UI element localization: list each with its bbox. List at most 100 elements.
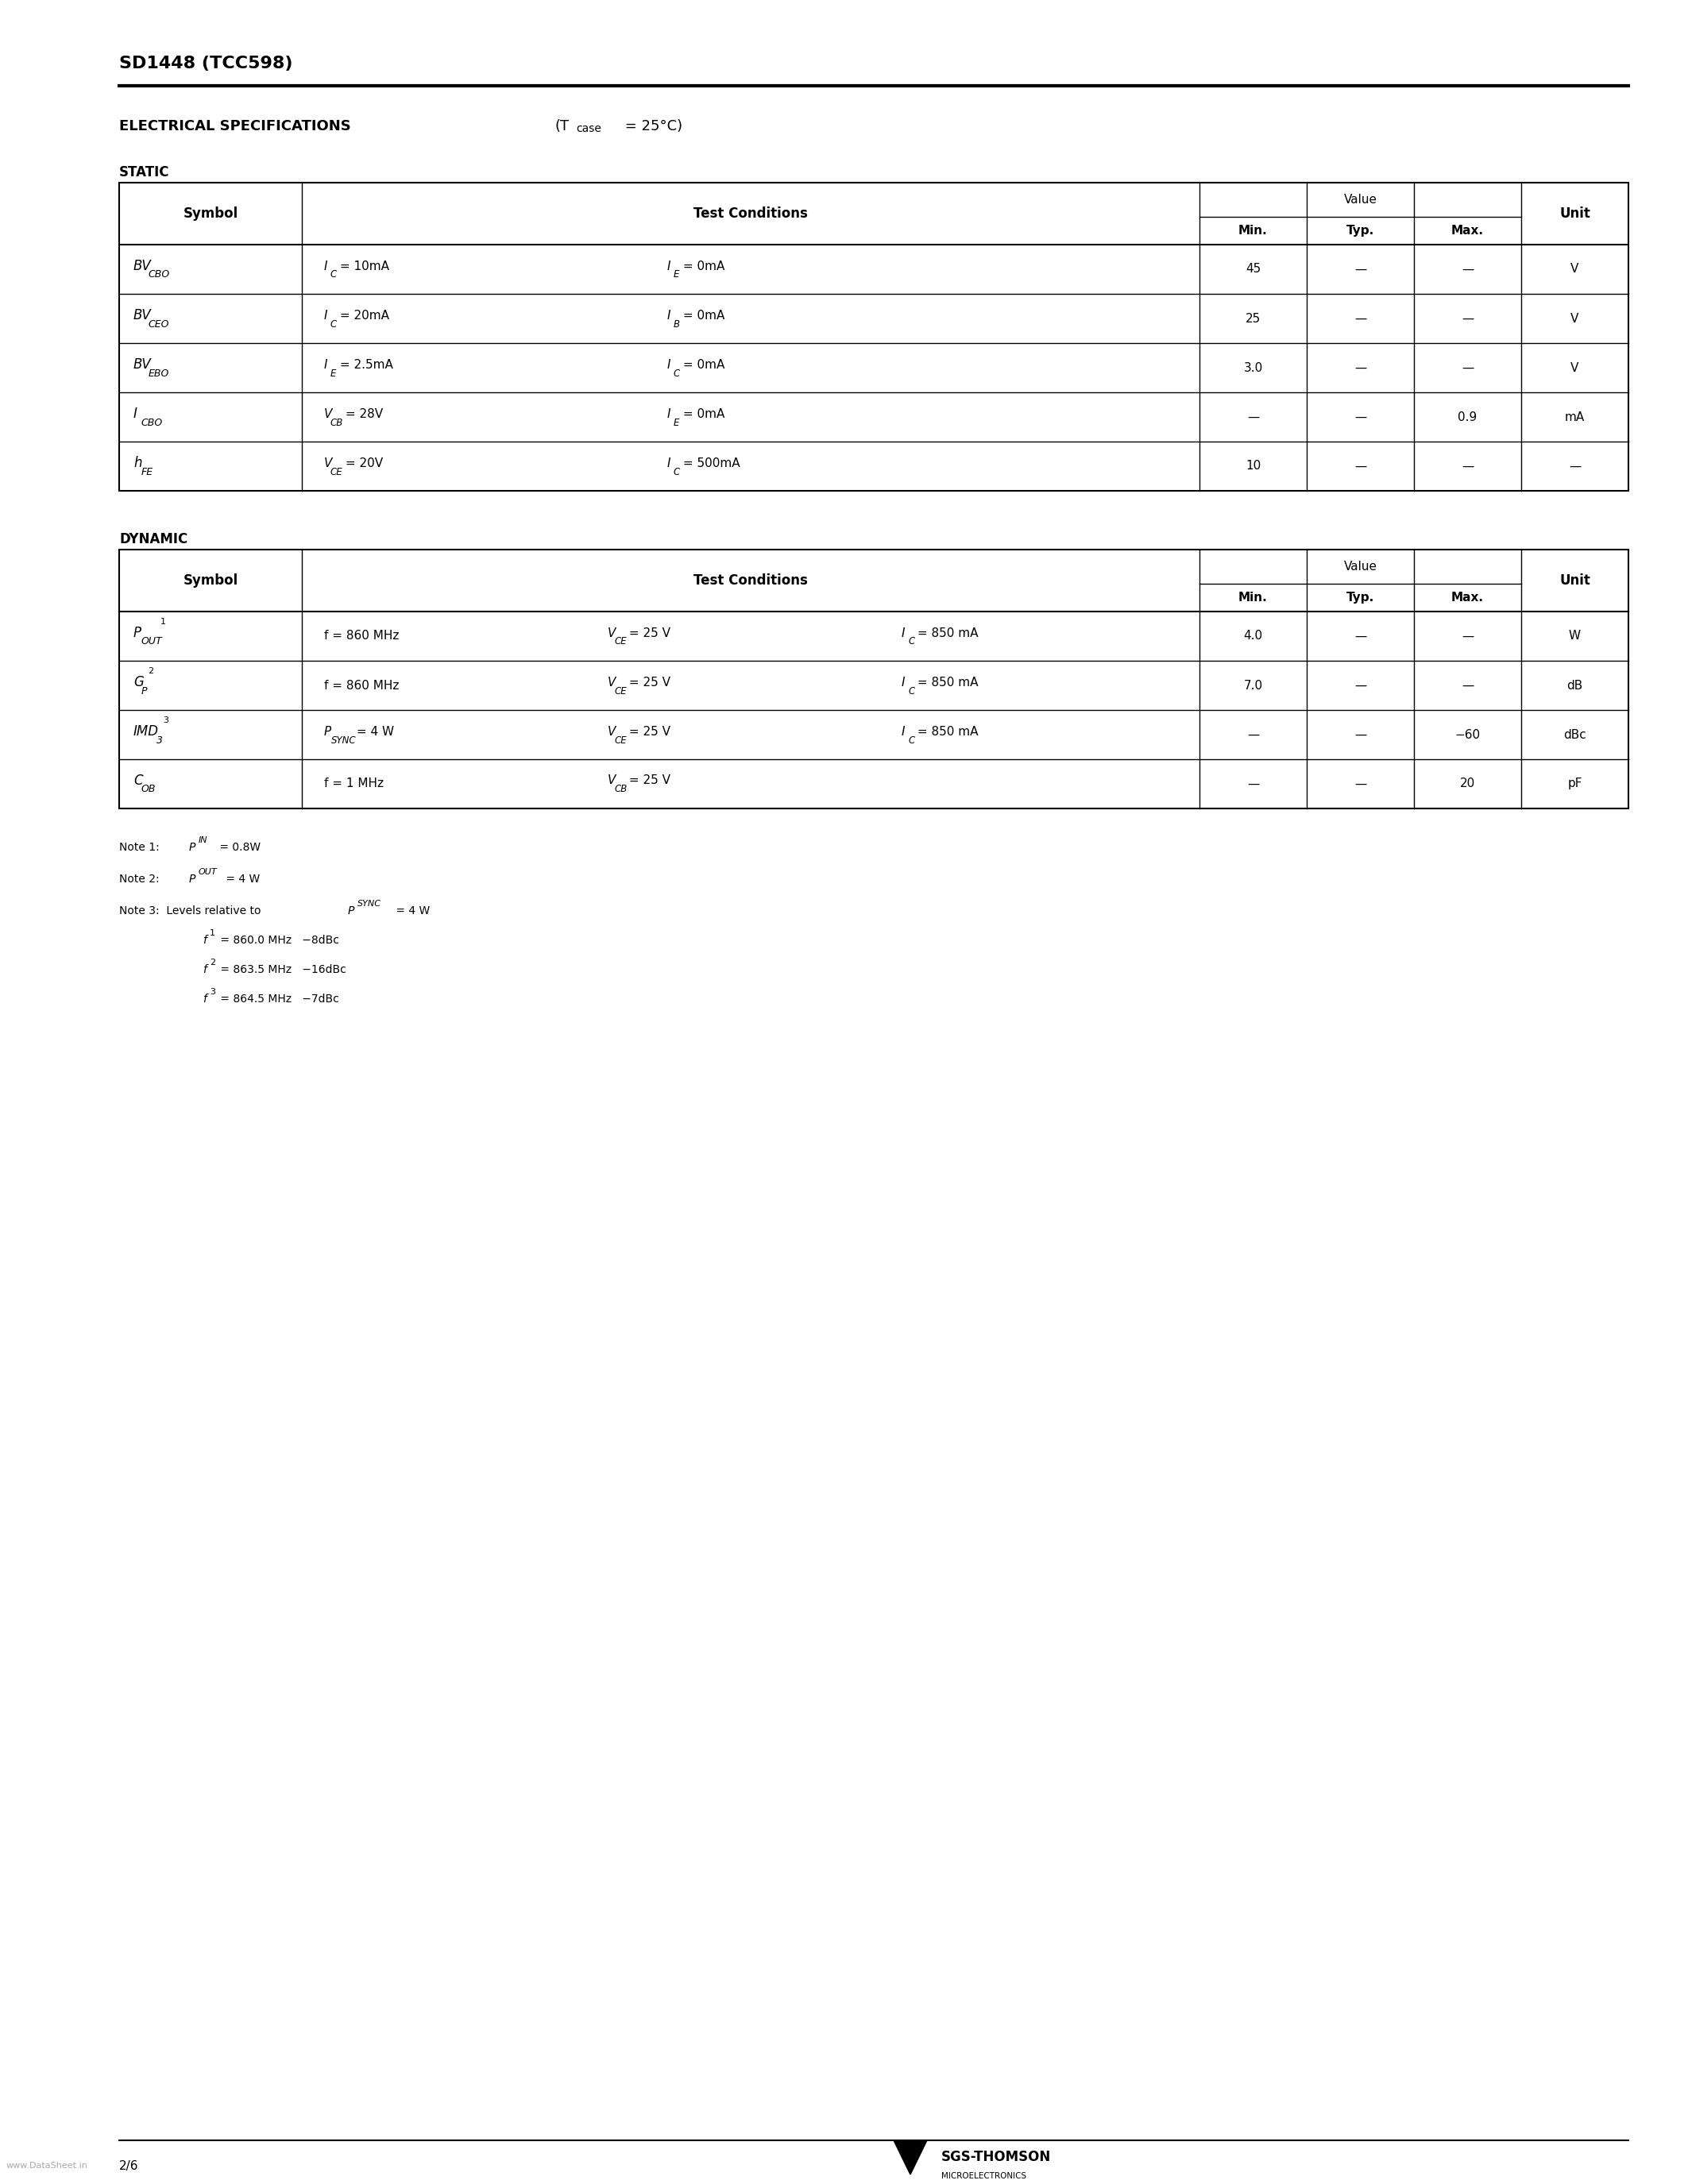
- Text: Value: Value: [1344, 194, 1377, 205]
- Text: = 850 mA: = 850 mA: [913, 627, 977, 640]
- Text: Unit: Unit: [1560, 574, 1590, 587]
- Text: EBO: EBO: [149, 369, 169, 378]
- Text: 25: 25: [1246, 312, 1261, 325]
- Text: 7.0: 7.0: [1244, 679, 1263, 692]
- Text: V: V: [1572, 264, 1578, 275]
- Text: 1: 1: [209, 928, 216, 937]
- Text: C: C: [908, 686, 915, 697]
- Text: I: I: [667, 260, 670, 273]
- Text: f: f: [203, 963, 206, 976]
- Text: www.DataSheet.in: www.DataSheet.in: [7, 2162, 88, 2169]
- Text: V: V: [608, 775, 616, 786]
- Text: −60: −60: [1455, 729, 1480, 740]
- Text: V: V: [324, 456, 333, 470]
- Text: 0.9: 0.9: [1458, 411, 1477, 424]
- Text: f: f: [203, 994, 206, 1005]
- Text: I: I: [667, 358, 670, 371]
- Text: case: case: [576, 122, 601, 133]
- Text: f = 860 MHz: f = 860 MHz: [324, 679, 398, 692]
- Text: = 850 mA: = 850 mA: [913, 725, 977, 738]
- Text: I: I: [324, 358, 327, 371]
- Text: = 4 W: = 4 W: [223, 874, 260, 885]
- Text: —: —: [1462, 631, 1474, 642]
- Text: dB: dB: [1566, 679, 1583, 692]
- Text: E: E: [674, 417, 680, 428]
- Text: 4.0: 4.0: [1244, 631, 1263, 642]
- Text: CB: CB: [331, 417, 343, 428]
- Text: MICROELECTRONICS: MICROELECTRONICS: [942, 2173, 1026, 2180]
- Text: SD1448 (TCC598): SD1448 (TCC598): [120, 55, 292, 72]
- Text: = 4 W: = 4 W: [392, 906, 429, 917]
- Text: DYNAMIC: DYNAMIC: [120, 533, 187, 546]
- Text: mA: mA: [1565, 411, 1585, 424]
- Text: —: —: [1354, 679, 1366, 692]
- Text: —: —: [1462, 264, 1474, 275]
- Text: I: I: [324, 260, 327, 273]
- Text: ELECTRICAL SPECIFICATIONS: ELECTRICAL SPECIFICATIONS: [120, 120, 356, 133]
- Text: I: I: [901, 725, 905, 738]
- Text: Typ.: Typ.: [1347, 225, 1374, 238]
- Text: —: —: [1247, 778, 1259, 791]
- Text: 10: 10: [1246, 461, 1261, 472]
- Text: Typ.: Typ.: [1347, 592, 1374, 605]
- Text: V: V: [1572, 363, 1578, 373]
- Text: 2: 2: [209, 959, 216, 968]
- Text: CBO: CBO: [149, 269, 170, 280]
- Text: C: C: [674, 369, 680, 378]
- Text: P: P: [189, 841, 196, 854]
- Text: = 25 V: = 25 V: [625, 775, 670, 786]
- Text: f = 860 MHz: f = 860 MHz: [324, 631, 398, 642]
- Text: 3.0: 3.0: [1244, 363, 1263, 373]
- Text: —: —: [1247, 729, 1259, 740]
- Text: CB: CB: [614, 784, 626, 795]
- Text: C: C: [674, 467, 680, 476]
- Text: BV: BV: [133, 358, 152, 371]
- Text: P: P: [189, 874, 196, 885]
- Text: = 4 W: = 4 W: [353, 725, 393, 738]
- Text: = 25 V: = 25 V: [625, 627, 670, 640]
- Text: f: f: [203, 935, 206, 946]
- Text: C: C: [908, 636, 915, 646]
- Text: I: I: [901, 677, 905, 688]
- Text: = 25°C): = 25°C): [621, 120, 682, 133]
- Text: C: C: [331, 269, 338, 280]
- Text: Note 3:  Levels relative to: Note 3: Levels relative to: [120, 906, 265, 917]
- Text: = 28V: = 28V: [341, 408, 383, 419]
- Text: Symbol: Symbol: [182, 574, 238, 587]
- Text: = 25 V: = 25 V: [625, 677, 670, 688]
- Text: —: —: [1354, 461, 1366, 472]
- Text: —: —: [1462, 461, 1474, 472]
- Text: = 20mA: = 20mA: [336, 310, 388, 321]
- Text: = 2.5mA: = 2.5mA: [336, 358, 393, 371]
- Text: = 864.5 MHz   −7dBc: = 864.5 MHz −7dBc: [216, 994, 339, 1005]
- Text: pF: pF: [1568, 778, 1582, 791]
- Text: = 0mA: = 0mA: [679, 310, 724, 321]
- Text: I: I: [667, 408, 670, 419]
- Text: = 0mA: = 0mA: [679, 260, 724, 273]
- Text: 3: 3: [209, 987, 216, 996]
- Text: 3: 3: [155, 736, 162, 745]
- Text: P: P: [133, 627, 142, 640]
- Text: V: V: [1572, 312, 1578, 325]
- Text: IN: IN: [197, 836, 208, 845]
- Text: P: P: [142, 686, 147, 697]
- Text: C: C: [908, 736, 915, 745]
- Text: 2/6: 2/6: [120, 2160, 138, 2173]
- Polygon shape: [893, 2140, 927, 2175]
- Text: —: —: [1247, 411, 1259, 424]
- Text: = 0mA: = 0mA: [679, 408, 724, 419]
- Text: BV: BV: [133, 260, 152, 273]
- Text: (T: (T: [554, 120, 569, 133]
- Text: f = 1 MHz: f = 1 MHz: [324, 778, 383, 791]
- Text: —: —: [1462, 679, 1474, 692]
- Text: —: —: [1462, 363, 1474, 373]
- Text: V: V: [324, 408, 333, 419]
- Text: Test Conditions: Test Conditions: [694, 574, 809, 587]
- Text: CE: CE: [331, 467, 343, 476]
- Text: OUT: OUT: [142, 636, 162, 646]
- Text: —: —: [1354, 778, 1366, 791]
- Text: SYNC: SYNC: [358, 900, 381, 909]
- Text: C: C: [133, 773, 143, 788]
- Text: Unit: Unit: [1560, 207, 1590, 221]
- Text: = 860.0 MHz   −8dBc: = 860.0 MHz −8dBc: [216, 935, 339, 946]
